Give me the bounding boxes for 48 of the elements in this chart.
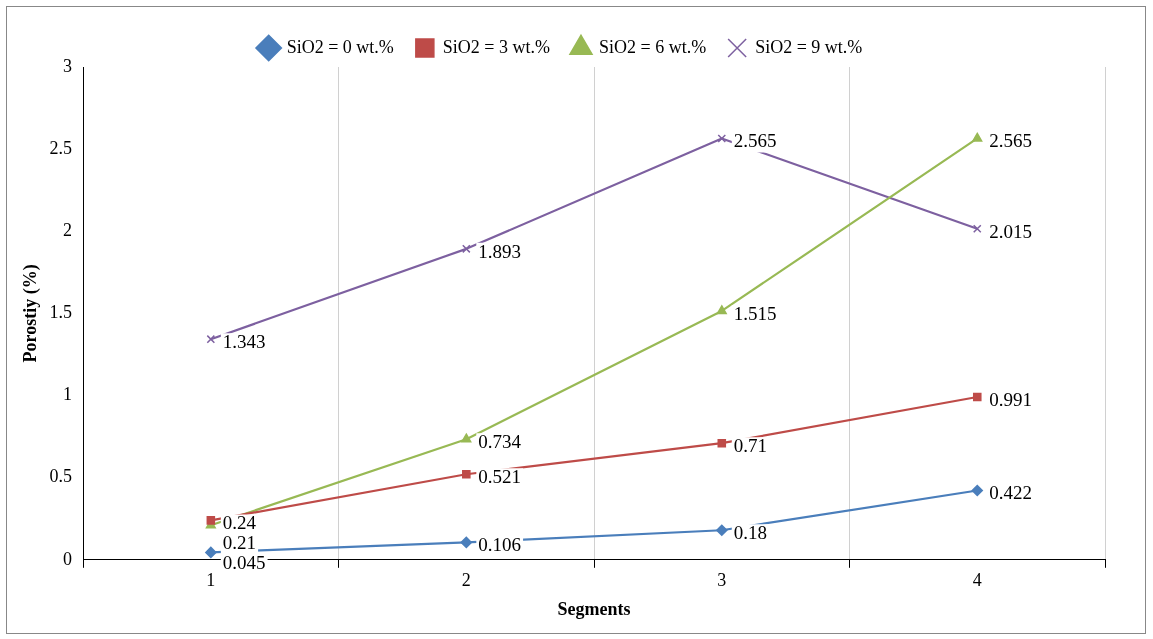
data-label: 0.71 [733, 435, 768, 457]
point [206, 334, 216, 344]
point [972, 132, 983, 142]
data-label: 2.015 [989, 220, 1033, 242]
data-label: 1.515 [733, 302, 777, 324]
x-tick-label: 4 [972, 570, 982, 591]
x-tick-label: 3 [717, 570, 727, 591]
data-label: 0.991 [989, 389, 1033, 410]
data-label: 0.106 [478, 534, 522, 556]
legend-label: SiO2 = 3 wt.% [442, 36, 551, 57]
point [460, 536, 473, 549]
data-label: 0.24 [222, 512, 257, 534]
point [716, 305, 727, 315]
point [461, 433, 472, 443]
point [972, 392, 982, 402]
y-tick-label: 0 [63, 548, 73, 569]
x-tick-label: 1 [206, 570, 216, 591]
point [717, 134, 727, 143]
point [716, 524, 728, 536]
x-axis-title: Segments [557, 598, 631, 619]
y-tick-label: 1.5 [49, 302, 73, 323]
data-label: 1.343 [222, 331, 266, 353]
point [971, 484, 984, 497]
data-label: 0.422 [989, 482, 1033, 504]
point [206, 516, 216, 525]
y-tick-label: 0.5 [49, 466, 73, 487]
data-label: 0.734 [478, 431, 522, 453]
x-tick-label: 2 [461, 570, 471, 591]
data-label: 0.521 [478, 466, 522, 488]
data-label: 0.21 [222, 532, 257, 554]
point [462, 469, 471, 479]
data-label: 0.18 [733, 522, 768, 544]
data-label: 2.565 [733, 130, 777, 152]
y-tick-label: 1 [63, 384, 73, 405]
point [717, 438, 727, 448]
data-label: 2.565 [989, 130, 1033, 152]
y-tick-label: 2.5 [49, 137, 73, 158]
data-label: 0.045 [222, 552, 266, 574]
legend-label: SiO2 = 0 wt.% [286, 36, 394, 57]
y-tick-label: 3 [63, 55, 73, 76]
point [205, 546, 217, 559]
point [972, 224, 982, 234]
legend-label: SiO2 = 6 wt.% [599, 36, 707, 57]
legend-label: SiO2 = 9 wt.% [755, 36, 863, 57]
point [462, 244, 471, 254]
y-tick-label: 2 [63, 220, 73, 240]
data-label: 1.893 [478, 240, 522, 262]
y-axis-title: Porostiy (%) [20, 264, 42, 363]
